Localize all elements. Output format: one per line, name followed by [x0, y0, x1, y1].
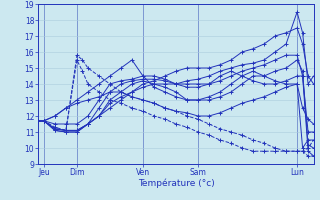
X-axis label: Température (°c): Température (°c): [138, 179, 214, 188]
